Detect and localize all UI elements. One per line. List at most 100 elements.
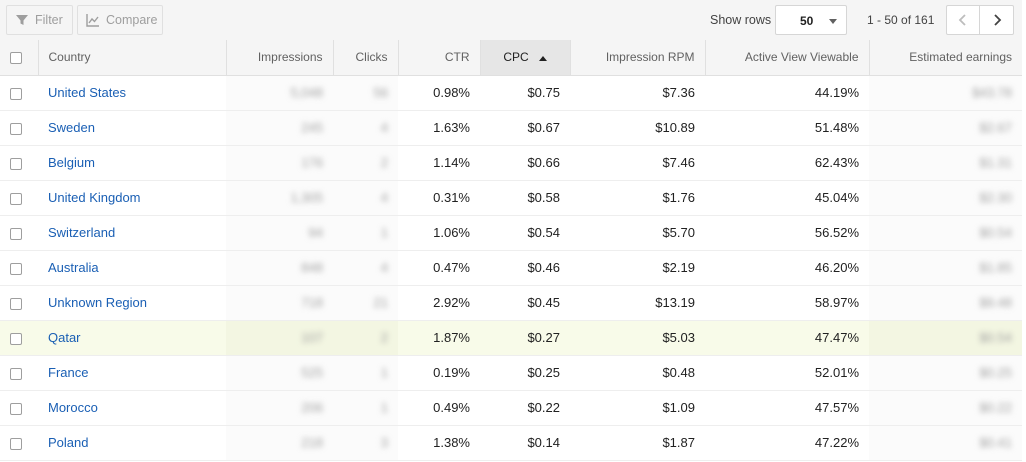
- earnings-cell: $2.30: [869, 180, 1022, 216]
- impressions-cell: 94: [226, 215, 333, 251]
- country-link[interactable]: United States: [48, 85, 127, 100]
- report-table: Country Impressions Clicks CTR CPC Impre…: [0, 40, 1022, 461]
- column-header-ctr[interactable]: CTR: [398, 40, 481, 76]
- earnings-cell: $43.78: [869, 75, 1022, 111]
- row-checkbox[interactable]: [10, 122, 22, 135]
- row-checkbox[interactable]: [10, 402, 22, 415]
- compare-button[interactable]: Compare: [77, 5, 163, 35]
- table-row[interactable]: France 525 1 0.19% $0.25 $0.48 52.01% $0.25: [0, 355, 1022, 391]
- table-row[interactable]: United States 5,048 56 0.98% $0.75 $7.36 44.19…: [0, 75, 1022, 111]
- select-all-cell[interactable]: [0, 40, 39, 76]
- chevron-left-icon: [958, 14, 966, 26]
- row-checkbox[interactable]: [10, 262, 22, 275]
- column-header-clicks[interactable]: Clicks: [333, 40, 399, 76]
- active-view-value: 45.04%: [814, 190, 859, 205]
- row-checkbox[interactable]: [10, 367, 22, 380]
- chevron-right-icon: [993, 14, 1001, 26]
- impressions-value: 206: [301, 400, 323, 415]
- active-view-value: 58.97%: [814, 295, 859, 310]
- active-view-cell: 51.48%: [705, 110, 869, 146]
- rpm-value: $5.03: [662, 330, 695, 345]
- table-row[interactable]: United Kingdom 1,305 4 0.31% $0.58 $1.76 45.04…: [0, 180, 1022, 216]
- country-link[interactable]: United Kingdom: [48, 190, 141, 205]
- ctr-cell: 1.63%: [398, 110, 480, 146]
- cpc-value: $0.75: [527, 85, 560, 100]
- column-header-active-view[interactable]: Active View Viewable: [705, 40, 870, 76]
- table-row[interactable]: Qatar 107 2 1.87% $0.27 $5.03 47.47% $0.54: [0, 320, 1022, 356]
- active-view-value: 46.20%: [814, 260, 859, 275]
- row-select-cell: [0, 285, 38, 321]
- impressions-value: 718: [301, 295, 323, 310]
- filter-label: Filter: [35, 13, 63, 27]
- earnings-value: $0.54: [979, 330, 1012, 345]
- rpm-value: $2.19: [662, 260, 695, 275]
- next-page-button[interactable]: [980, 5, 1014, 35]
- ctr-cell: 0.49%: [398, 390, 480, 426]
- table-row[interactable]: Switzerland 94 1 1.06% $0.54 $5.70 56.52% $0.54: [0, 215, 1022, 251]
- impressions-cell: 206: [226, 390, 333, 426]
- row-checkbox[interactable]: [10, 297, 22, 310]
- table-row[interactable]: Unknown Region 718 21 2.92% $0.45 $13.19 58.97…: [0, 285, 1022, 321]
- country-link[interactable]: Poland: [48, 435, 89, 450]
- earnings-value: $1.31: [979, 155, 1012, 170]
- earnings-value: $0.54: [979, 225, 1012, 240]
- row-checkbox[interactable]: [10, 437, 22, 450]
- clicks-value: 4: [380, 190, 388, 205]
- table-row[interactable]: Sweden 245 4 1.63% $0.67 $10.89 51.48% $2.67: [0, 110, 1022, 146]
- rpm-cell: $13.19: [570, 285, 705, 321]
- table-row[interactable]: Poland 218 3 1.38% $0.14 $1.87 47.22% $0.41: [0, 425, 1022, 461]
- select-all-checkbox[interactable]: [10, 52, 22, 65]
- rows-per-page-select[interactable]: 50: [775, 5, 847, 35]
- cpc-cell: $0.46: [480, 250, 570, 286]
- column-header-impression-rpm[interactable]: Impression RPM: [570, 40, 706, 76]
- row-checkbox[interactable]: [10, 87, 22, 100]
- filter-button[interactable]: Filter: [6, 5, 73, 35]
- row-select-cell: [0, 250, 38, 286]
- cpc-value: $0.66: [527, 155, 560, 170]
- row-checkbox[interactable]: [10, 157, 22, 170]
- ctr-cell: 0.31%: [398, 180, 480, 216]
- column-header-cpc[interactable]: CPC: [480, 40, 571, 76]
- rpm-cell: $10.89: [570, 110, 705, 146]
- earnings-cell: $0.41: [869, 425, 1022, 461]
- table-row[interactable]: Belgium 176 2 1.14% $0.66 $7.46 62.43% $1.31: [0, 145, 1022, 181]
- cpc-cell: $0.25: [480, 355, 570, 391]
- impressions-cell: 176: [226, 145, 333, 181]
- column-header-country[interactable]: Country: [38, 40, 227, 76]
- country-link[interactable]: Unknown Region: [48, 295, 148, 310]
- row-select-cell: [0, 215, 38, 251]
- country-link[interactable]: France: [48, 365, 89, 380]
- table-row[interactable]: Morocco 206 1 0.49% $0.22 $1.09 47.57% $0.22: [0, 390, 1022, 426]
- active-view-cell: 62.43%: [705, 145, 869, 181]
- row-select-cell: [0, 355, 38, 391]
- clicks-cell: 3: [333, 425, 398, 461]
- row-select-cell: [0, 110, 38, 146]
- country-link[interactable]: Australia: [48, 260, 99, 275]
- table-row[interactable]: Australia 848 4 0.47% $0.46 $2.19 46.20% $1.85: [0, 250, 1022, 286]
- country-link[interactable]: Belgium: [48, 155, 95, 170]
- row-checkbox[interactable]: [10, 332, 22, 345]
- country-link[interactable]: Morocco: [48, 400, 98, 415]
- country-link[interactable]: Qatar: [48, 330, 81, 345]
- country-link[interactable]: Switzerland: [48, 225, 116, 240]
- row-select-cell: [0, 145, 38, 181]
- country-cell: Sweden: [38, 110, 226, 146]
- column-header-impressions[interactable]: Impressions: [226, 40, 334, 76]
- clicks-cell: 1: [333, 215, 398, 251]
- previous-page-button[interactable]: [946, 5, 980, 35]
- impressions-value: 94: [308, 225, 323, 240]
- cpc-cell: $0.75: [480, 75, 570, 111]
- clicks-cell: 4: [333, 180, 398, 216]
- clicks-cell: 2: [333, 320, 398, 356]
- rpm-cell: $7.36: [570, 75, 705, 111]
- country-link[interactable]: Sweden: [48, 120, 95, 135]
- ctr-cell: 2.92%: [398, 285, 480, 321]
- column-header-earnings[interactable]: Estimated earnings: [869, 40, 1022, 76]
- country-cell: Switzerland: [38, 215, 226, 251]
- row-checkbox[interactable]: [10, 192, 22, 205]
- earnings-cell: $0.22: [869, 390, 1022, 426]
- impressions-cell: 848: [226, 250, 333, 286]
- row-checkbox[interactable]: [10, 227, 22, 240]
- clicks-value: 4: [380, 120, 388, 135]
- earnings-value: $0.25: [979, 365, 1012, 380]
